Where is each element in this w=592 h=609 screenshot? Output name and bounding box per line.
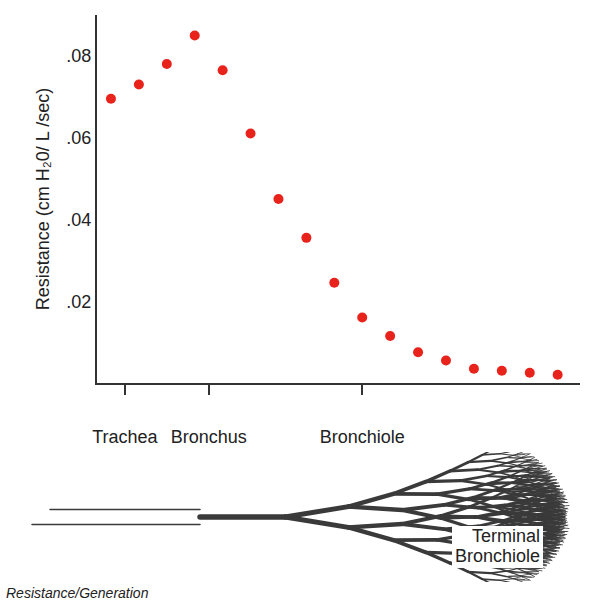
html-text:Bronchiole: Bronchiole [455,545,541,566]
svg-text:.06: .06 [66,128,91,148]
svg-text:.02: .02 [66,292,91,312]
svg-text:.08: .08 [66,46,91,66]
svg-text:Bronchus: Bronchus [171,427,247,447]
svg-text:Bronchiole: Bronchiole [320,427,405,447]
svg-text:.04: .04 [66,210,91,230]
html-text:Terminal: Terminal [472,526,541,546]
svg-text:Resistance (cm H₂0/ L /sec): Resistance (cm H₂0/ L /sec) [33,88,53,310]
html-text:Resistance/Generation: Resistance/Generation [6,585,149,601]
svg-text:Trachea: Trachea [92,427,158,447]
